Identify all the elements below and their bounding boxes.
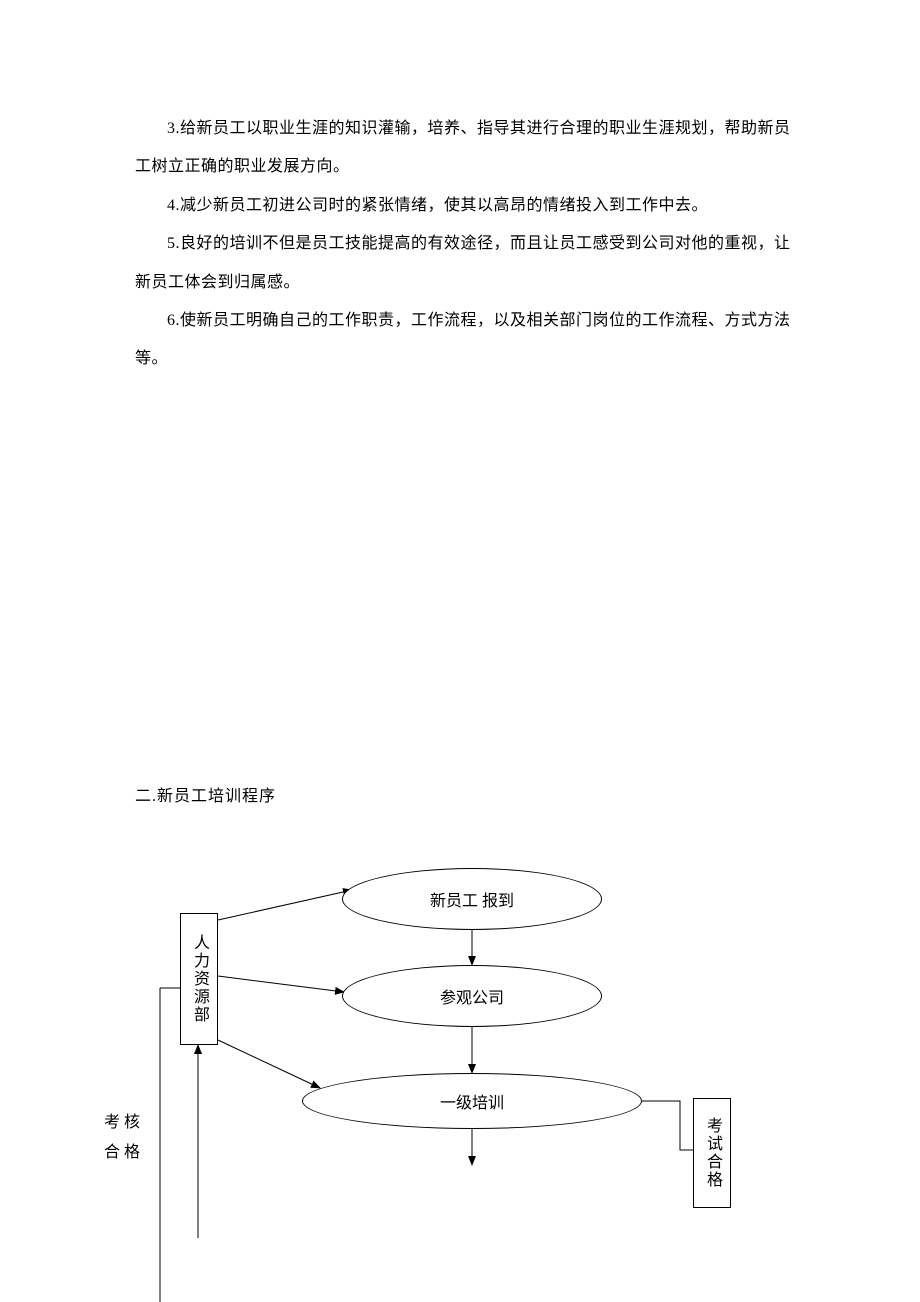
node-visit-company-label: 参观公司 <box>440 984 504 1008</box>
node-exam-pass: 考试合格 <box>693 1098 731 1208</box>
node-training-level1: 一级培训 <box>302 1073 642 1129</box>
node-assess-pass: 考 核 合 格 <box>104 1108 140 1169</box>
node-visit-company: 参观公司 <box>342 965 602 1027</box>
node-hr-dept-label: 人力资源部 <box>187 934 211 1024</box>
node-new-employee: 新员工 报到 <box>342 868 602 930</box>
node-new-employee-label: 新员工 报到 <box>430 887 514 911</box>
node-assess-pass-line2: 合 格 <box>104 1138 140 1168</box>
node-assess-pass-line1: 考 核 <box>104 1108 140 1138</box>
node-exam-pass-label: 考试合格 <box>700 1117 724 1189</box>
node-training-level1-label: 一级培训 <box>440 1089 504 1113</box>
flowchart-container: 人力资源部 新员工 报到 参观公司 一级培训 考试合格 考 核 合 格 <box>0 0 920 1302</box>
node-hr-dept: 人力资源部 <box>180 913 218 1045</box>
